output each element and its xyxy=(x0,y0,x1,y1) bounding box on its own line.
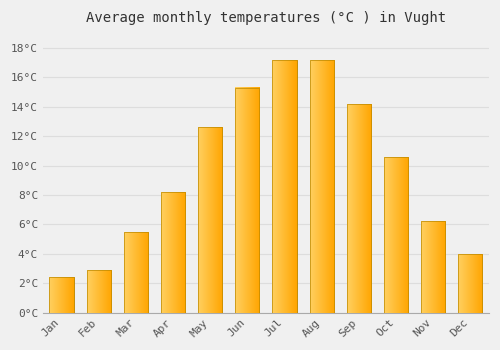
Bar xyxy=(124,232,148,313)
Bar xyxy=(50,277,74,313)
Bar xyxy=(236,88,260,313)
Bar xyxy=(236,88,260,313)
Bar xyxy=(161,192,185,313)
Bar xyxy=(458,254,482,313)
Bar xyxy=(458,254,482,313)
Title: Average monthly temperatures (°C ) in Vught: Average monthly temperatures (°C ) in Vu… xyxy=(86,11,446,25)
Bar xyxy=(421,222,445,313)
Bar xyxy=(198,127,222,313)
Bar xyxy=(384,157,408,313)
Bar xyxy=(86,270,111,313)
Bar xyxy=(310,60,334,313)
Bar xyxy=(50,277,74,313)
Bar xyxy=(421,222,445,313)
Bar xyxy=(272,60,296,313)
Bar xyxy=(124,232,148,313)
Bar xyxy=(310,60,334,313)
Bar xyxy=(86,270,111,313)
Bar xyxy=(198,127,222,313)
Bar xyxy=(384,157,408,313)
Bar xyxy=(272,60,296,313)
Bar xyxy=(161,192,185,313)
Bar xyxy=(347,104,371,313)
Bar xyxy=(347,104,371,313)
